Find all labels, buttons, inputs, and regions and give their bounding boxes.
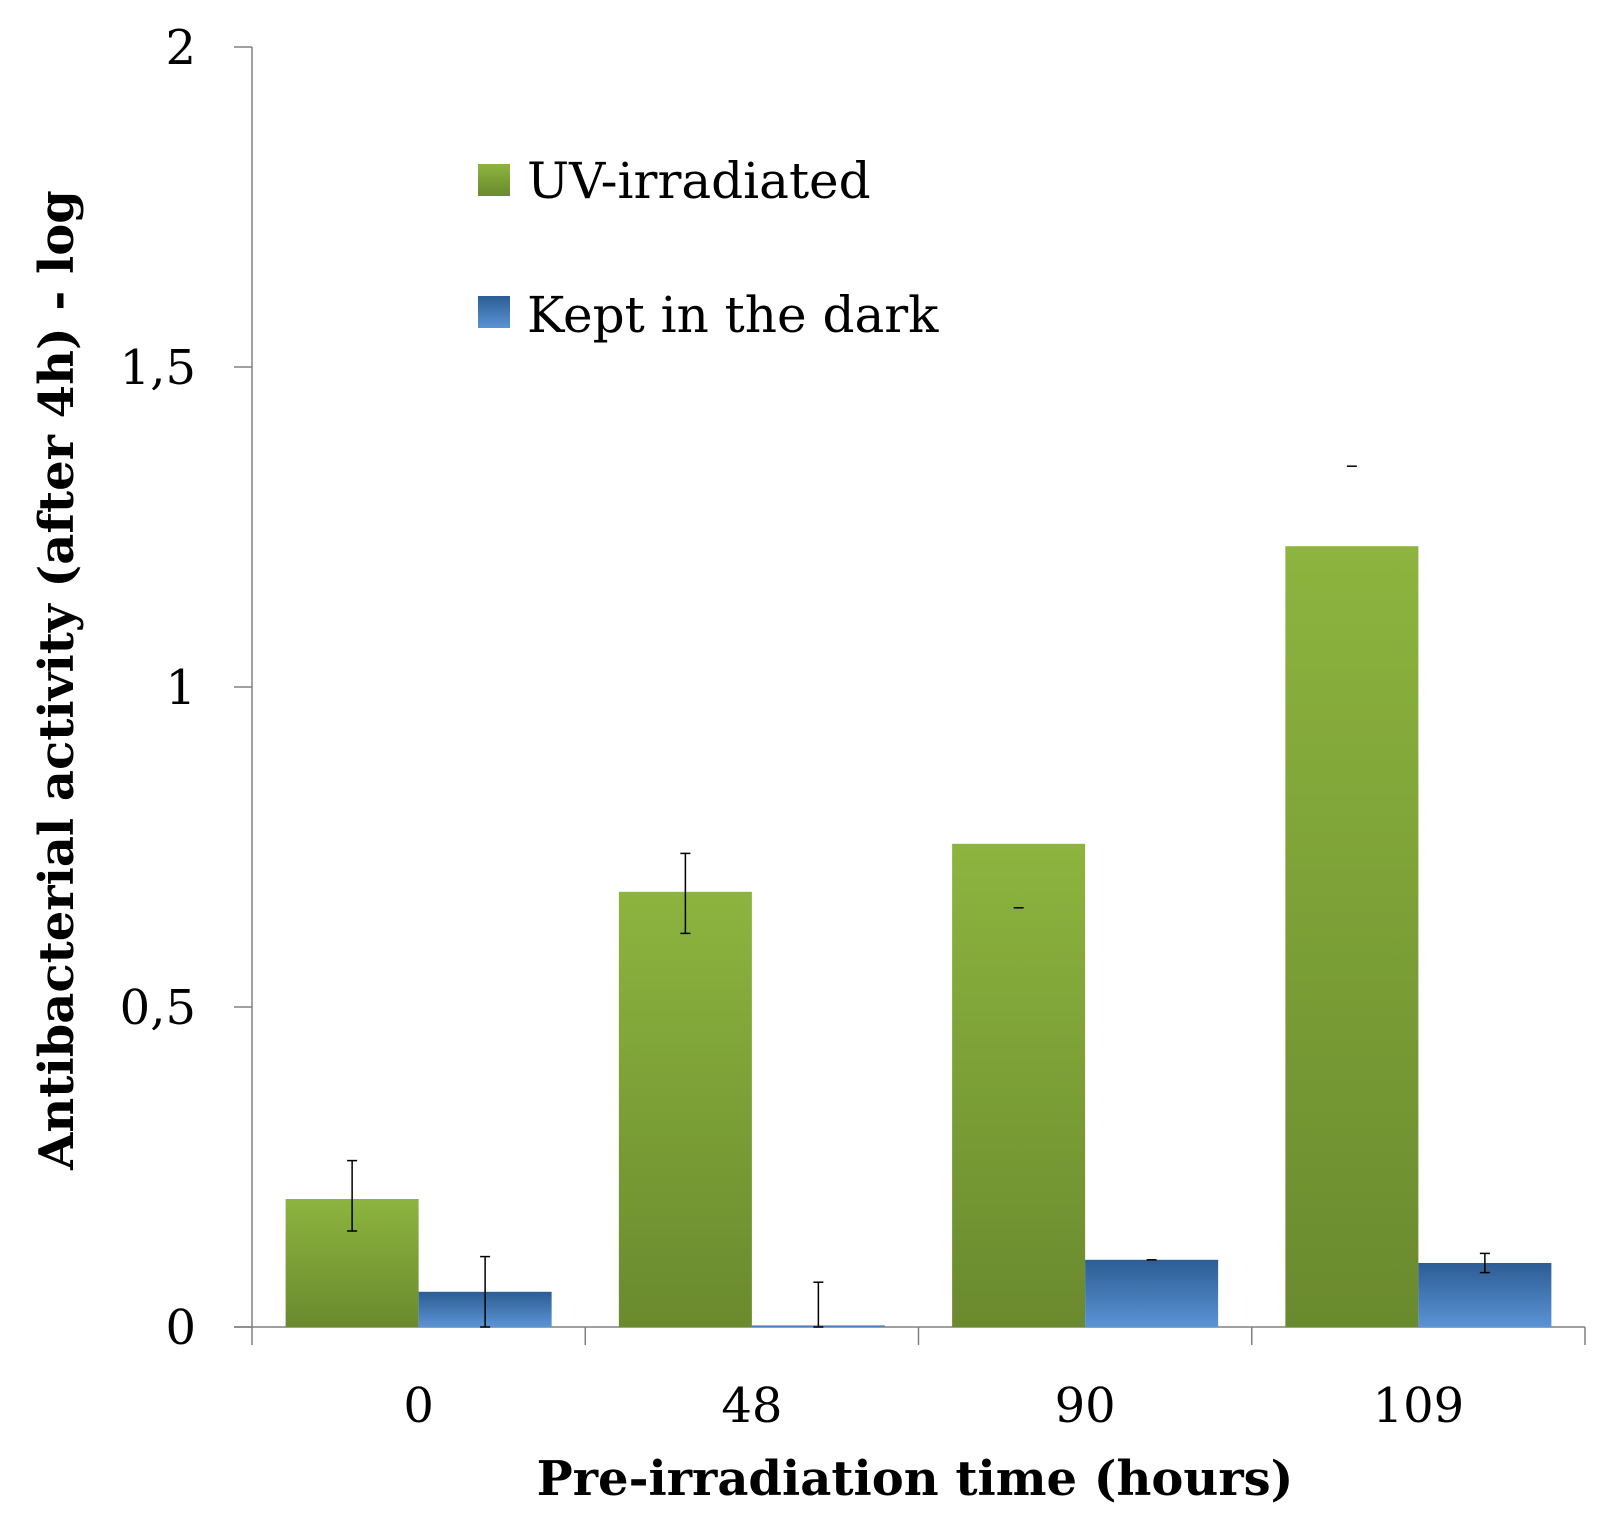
y-tick-label: 1: [165, 660, 196, 716]
legend-swatch-kept-in-the-dark: [478, 296, 510, 328]
bar-uv-irradiated-48: [618, 891, 752, 1327]
bar-kept-in-the-dark-109: [1418, 1263, 1552, 1327]
y-tick-label: 1,5: [120, 340, 196, 396]
y-axis-title: Antibacterial activity (after 4h) - log: [29, 190, 85, 1171]
y-tick-label: 0,5: [120, 980, 196, 1036]
bar-kept-in-the-dark-90: [1085, 1259, 1219, 1327]
legend-label-kept-in-the-dark: Kept in the dark: [527, 286, 939, 344]
x-tick-label: 90: [1055, 1378, 1116, 1434]
y-tick-label: 0: [165, 1300, 196, 1356]
bar-uv-irradiated-109: [1285, 546, 1419, 1327]
legend-swatch-uv-irradiated: [478, 164, 510, 196]
x-tick-label: 0: [403, 1378, 434, 1434]
legend-label-uv-irradiated: UV-irradiated: [527, 152, 871, 210]
y-tick-label: 2: [165, 20, 196, 76]
plot-area: 0 0,5 1 1,5 2 0 48 90 109: [120, 20, 1586, 1434]
x-tick-label: 109: [1373, 1378, 1465, 1434]
legend: UV-irradiated Kept in the dark: [478, 152, 939, 344]
x-axis-title: Pre-irradiation time (hours): [537, 1451, 1294, 1507]
bar-uv-irradiated-90: [952, 843, 1086, 1327]
x-tick-label: 48: [721, 1378, 782, 1434]
